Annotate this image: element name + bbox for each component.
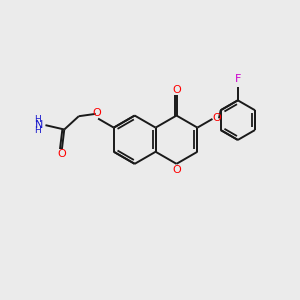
- Text: O: O: [57, 149, 66, 159]
- Text: H: H: [34, 126, 40, 135]
- Text: O: O: [172, 165, 181, 175]
- Text: N: N: [35, 120, 43, 130]
- Text: O: O: [172, 85, 181, 95]
- Text: H: H: [34, 115, 40, 124]
- Text: F: F: [235, 74, 242, 84]
- Text: O: O: [212, 113, 221, 123]
- Text: O: O: [92, 108, 101, 118]
